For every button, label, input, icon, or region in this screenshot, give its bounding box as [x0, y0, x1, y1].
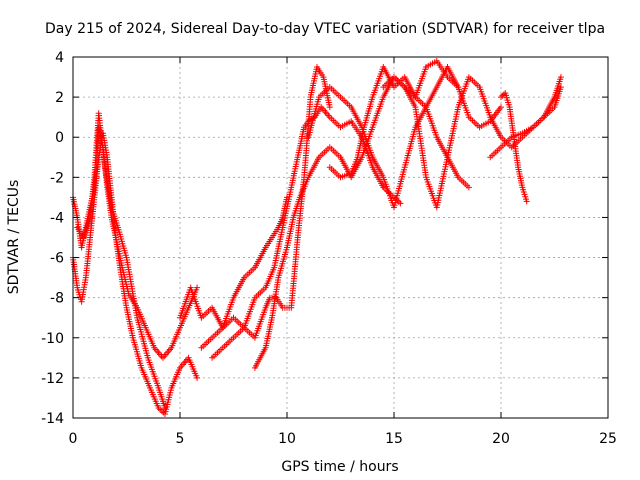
y-tick-label: 2 — [55, 90, 64, 106]
plus-markers — [487, 84, 564, 161]
plus-markers — [74, 110, 168, 411]
x-tick-label: 0 — [69, 431, 78, 447]
x-axis-label: GPS time / hours — [281, 459, 398, 475]
series-pass-3 — [74, 110, 168, 411]
plot-frame — [72, 56, 609, 419]
y-tick-label: 4 — [55, 50, 64, 66]
plus-markers — [380, 74, 564, 211]
y-tick-label: -12 — [41, 371, 64, 387]
series-pass-6 — [209, 104, 404, 361]
plus-markers — [209, 104, 404, 361]
series-pass-12 — [498, 90, 530, 205]
plus-markers — [305, 84, 472, 211]
series-pass-5 — [198, 64, 333, 351]
plus-markers — [70, 130, 201, 417]
y-tick-label: -8 — [50, 291, 64, 307]
x-tick-label: 5 — [176, 431, 185, 447]
series-pass-8 — [305, 84, 472, 211]
plus-markers — [498, 90, 530, 205]
plus-markers — [326, 58, 504, 181]
plus-markers — [177, 194, 290, 331]
series-pass-4 — [177, 194, 290, 331]
x-tick-label: 20 — [492, 431, 510, 447]
y-tick-label: -2 — [50, 170, 64, 186]
x-tick-label: 10 — [278, 431, 296, 447]
y-tick-label: 0 — [55, 130, 64, 146]
grid-lines — [73, 57, 608, 418]
y-tick-label: -14 — [41, 411, 64, 427]
plus-markers — [198, 64, 333, 351]
y-tick-label: -6 — [50, 251, 64, 267]
y-tick-label: -4 — [50, 210, 64, 226]
series-pass-2 — [70, 130, 201, 417]
series-pass-10 — [380, 74, 564, 211]
x-tick-label: 25 — [599, 431, 617, 447]
series-pass-9 — [326, 58, 504, 181]
x-tick-label: 15 — [385, 431, 403, 447]
axis-ticks: 0 5 10 15 20 25 -14 -12 -10 -8 -6 -4 -2 0 2 4 — [41, 50, 617, 447]
series-pass-11 — [487, 84, 564, 161]
chart-title: Day 215 of 2024, Sidereal Day-to-day VTE… — [45, 21, 605, 37]
data-points — [70, 58, 564, 417]
y-tick-label: -10 — [41, 331, 64, 347]
y-axis-label: SDTVAR / TECUs — [6, 180, 22, 295]
